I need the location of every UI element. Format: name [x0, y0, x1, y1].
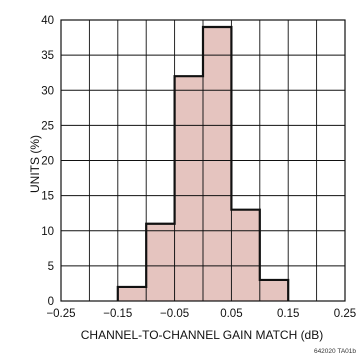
x-tick-label: 0.15 — [277, 308, 299, 320]
x-tick-label: −0.15 — [103, 308, 132, 320]
y-tick-label: 20 — [41, 156, 54, 168]
x-axis-label: CHANNEL-TO-CHANNEL GAIN MATCH (dB) — [81, 328, 323, 342]
x-tick-label: 0.25 — [334, 308, 356, 320]
bar-0 — [117, 286, 147, 302]
figure-id: 642020 TA01b — [314, 348, 356, 355]
y-tick-label: 30 — [41, 85, 54, 97]
x-tick-labels: −0.25 −0.15 −0.05 0.05 0.15 0.25 — [46, 308, 356, 320]
y-tick-label: 10 — [41, 226, 54, 238]
bar-2 — [174, 75, 204, 302]
bar-3 — [202, 26, 232, 302]
x-tick-label: −0.05 — [160, 308, 189, 320]
y-axis-label: UNITS (%) — [28, 135, 42, 193]
bar-1 — [145, 223, 175, 302]
y-tick-label: 40 — [41, 15, 54, 27]
y-tick-label: 5 — [48, 261, 54, 273]
y-tick-label: 15 — [41, 191, 54, 203]
x-tick-label: 0.05 — [220, 308, 242, 320]
y-tick-label: 35 — [41, 50, 54, 62]
bar-5 — [259, 279, 289, 302]
bar-4 — [231, 209, 261, 302]
plot-frame — [60, 19, 346, 302]
y-tick-labels: 0 5 10 15 20 25 30 35 40 — [41, 15, 54, 308]
y-tick-label: 0 — [48, 296, 54, 308]
x-tick-label: −0.25 — [46, 308, 75, 320]
histogram-outline — [116, 25, 290, 301]
y-tick-label: 25 — [41, 120, 54, 132]
